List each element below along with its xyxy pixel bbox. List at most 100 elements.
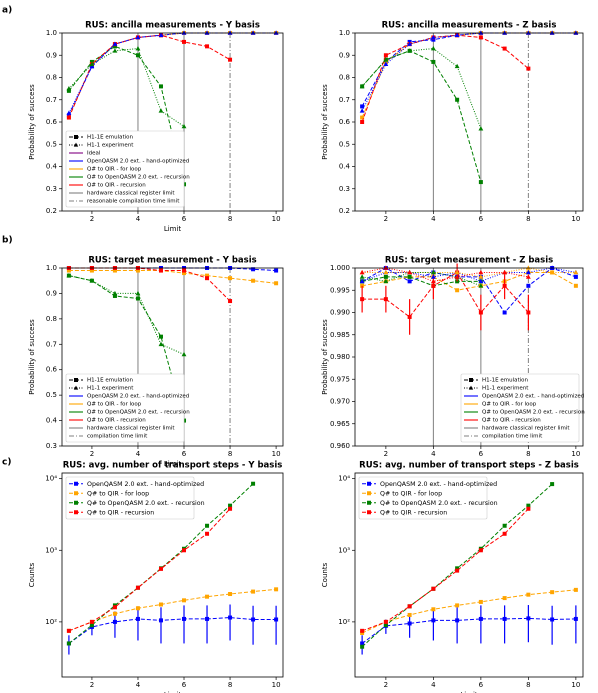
y-tick-label: 0.8 bbox=[46, 74, 57, 82]
y-tick-label: 0.5 bbox=[46, 140, 57, 148]
y-axis-label: Probability of success bbox=[28, 319, 36, 395]
marker bbox=[360, 641, 365, 646]
y-tick-label: 0.2 bbox=[46, 207, 57, 215]
x-tick-label: 10 bbox=[571, 450, 580, 458]
y-tick-label: 0.6 bbox=[339, 118, 351, 126]
marker bbox=[525, 269, 531, 275]
marker bbox=[158, 618, 163, 623]
marker bbox=[182, 268, 187, 273]
marker bbox=[228, 503, 233, 508]
y-tick-label: 0.985 bbox=[330, 331, 350, 339]
series-line bbox=[68, 275, 185, 355]
legend-box bbox=[65, 476, 195, 520]
marker bbox=[360, 120, 365, 124]
y-tick-label: 0.8 bbox=[339, 74, 350, 82]
marker bbox=[205, 616, 210, 621]
x-tick-label: 10 bbox=[571, 681, 580, 689]
marker bbox=[383, 57, 389, 62]
y-tick-label: 0.3 bbox=[46, 185, 57, 193]
legend-label: Q# to QIR - for loop bbox=[380, 490, 442, 497]
marker bbox=[182, 271, 187, 276]
x-tick-label: 2 bbox=[384, 215, 388, 223]
legend-marker bbox=[74, 378, 78, 382]
legend-label: Q# to QIR - for loop bbox=[482, 402, 537, 408]
marker bbox=[135, 296, 140, 301]
marker bbox=[430, 274, 436, 279]
x-tick-label: 10 bbox=[272, 681, 281, 689]
legend-label: Q# to OpenQASM 2.0 ext. - recursion bbox=[482, 410, 585, 416]
x-tick-label: 8 bbox=[228, 681, 232, 689]
marker bbox=[89, 63, 95, 69]
marker bbox=[360, 644, 365, 649]
marker bbox=[158, 566, 163, 571]
marker bbox=[112, 619, 117, 624]
legend-label: Q# to QIR - recursion bbox=[87, 418, 146, 424]
marker bbox=[158, 334, 163, 339]
marker bbox=[251, 267, 256, 272]
marker bbox=[526, 283, 531, 288]
marker bbox=[573, 269, 579, 275]
legend-label: OpenQASM 2.0 ext. - hand-optimized bbox=[87, 159, 189, 165]
marker bbox=[549, 269, 555, 275]
marker bbox=[455, 288, 460, 293]
chart-title: RUS: ancilla measurements - Y basis bbox=[85, 21, 260, 31]
chart-title: RUS: ancilla measurements - Z basis bbox=[382, 21, 557, 31]
marker bbox=[112, 611, 117, 616]
y-axis-label: Probability of success bbox=[28, 84, 36, 160]
x-tick-label: 8 bbox=[526, 681, 530, 689]
plot-area bbox=[355, 33, 583, 211]
marker bbox=[550, 482, 555, 487]
series-line bbox=[361, 267, 576, 282]
chart-title: RUS: avg. number of transport steps - Z … bbox=[359, 461, 579, 471]
marker bbox=[502, 283, 507, 288]
y-tick-label: 10² bbox=[45, 618, 57, 626]
marker bbox=[478, 548, 483, 553]
legend-marker bbox=[367, 510, 371, 515]
series-line bbox=[362, 276, 481, 287]
legend-marker bbox=[74, 510, 78, 515]
marker bbox=[478, 274, 484, 279]
y-tick-label: 1.0 bbox=[339, 29, 350, 37]
y-tick-label: 1.0 bbox=[46, 29, 57, 37]
y-tick-label: 0.6 bbox=[46, 366, 58, 374]
legend-label: Q# to QIR - recursion bbox=[87, 183, 146, 189]
marker bbox=[478, 599, 483, 604]
y-tick-label: 10⁴ bbox=[338, 475, 350, 483]
marker bbox=[158, 32, 164, 38]
marker bbox=[407, 612, 412, 617]
marker bbox=[135, 616, 140, 621]
marker bbox=[228, 615, 233, 620]
axes-frame bbox=[61, 472, 284, 678]
marker bbox=[431, 618, 436, 623]
marker bbox=[431, 283, 436, 288]
x-axis-label: Limit bbox=[164, 691, 182, 693]
marker bbox=[526, 616, 531, 621]
legend-box bbox=[65, 130, 185, 208]
marker bbox=[407, 41, 413, 46]
marker bbox=[383, 297, 388, 302]
legend-label: compilation time limit bbox=[87, 434, 148, 440]
y-tick-label: 10³ bbox=[45, 546, 57, 554]
marker bbox=[274, 587, 279, 592]
x-tick-label: 4 bbox=[431, 681, 436, 689]
marker bbox=[502, 596, 507, 601]
x-tick-label: 8 bbox=[228, 450, 232, 458]
marker bbox=[158, 84, 163, 89]
x-axis-label: Limit bbox=[460, 691, 478, 693]
marker bbox=[455, 618, 460, 623]
marker bbox=[135, 606, 140, 611]
y-tick-label: 0.5 bbox=[339, 140, 350, 148]
marker bbox=[66, 115, 71, 120]
x-axis-label: Limit bbox=[164, 225, 182, 233]
marker bbox=[360, 630, 365, 635]
marker bbox=[478, 180, 483, 185]
marker bbox=[359, 278, 365, 284]
legend-label: Q# to QIR - recursion bbox=[380, 509, 447, 516]
marker bbox=[455, 566, 460, 571]
legend-marker bbox=[74, 135, 78, 139]
series-line bbox=[68, 483, 254, 644]
marker bbox=[135, 45, 141, 51]
legend-label: hardware classical register limit bbox=[87, 426, 175, 432]
subplot: RUS: target measurement - Z basis Probabi… bbox=[321, 256, 585, 459]
panel-label: c) bbox=[2, 458, 11, 468]
